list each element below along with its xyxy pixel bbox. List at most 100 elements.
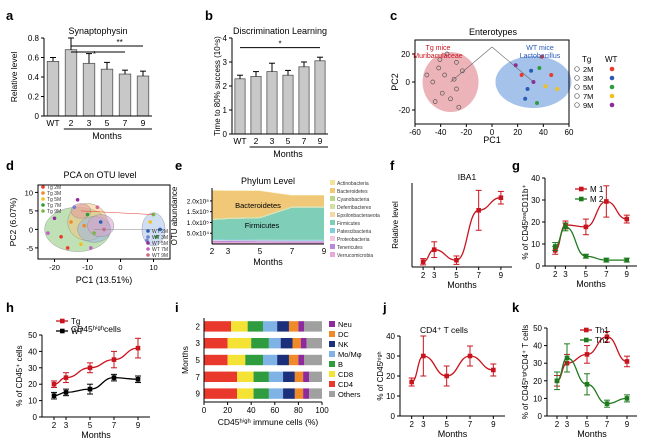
x-tick-label: 20 <box>223 406 232 415</box>
legend-label: Tg <box>71 317 80 326</box>
connector <box>80 210 154 215</box>
legend-label: 7M <box>583 92 593 101</box>
legend-marker <box>41 185 45 189</box>
x-tick-label: 9 <box>136 421 141 430</box>
x-tick-label: 9 <box>499 271 504 280</box>
x-tick-label: 2 <box>69 118 74 128</box>
legend-label: 3M <box>583 74 593 83</box>
y-axis-title: PC2 <box>390 73 400 91</box>
panel-label-j: j <box>382 300 387 315</box>
legend-swatch <box>330 244 335 249</box>
legend-label: Bacteroidetes <box>337 189 368 195</box>
y-tick-label: 20 <box>401 50 410 59</box>
x-tick-label: 5 <box>444 420 449 429</box>
cluster-label-tg-taxon: Muribaculaceae <box>413 53 463 60</box>
bar-segment-cd4 <box>204 388 238 399</box>
data-point <box>467 353 473 359</box>
data-point <box>604 334 610 340</box>
data-point <box>98 220 103 224</box>
x-tick-label: 7 <box>123 118 128 128</box>
area-series-bacteroidetes <box>212 190 324 219</box>
bar <box>136 75 150 117</box>
legend-marker <box>41 191 45 195</box>
bar-segment-neu <box>298 354 305 366</box>
legend-label: CD4 <box>338 380 353 389</box>
data-point <box>431 247 437 252</box>
data-point-tg <box>424 72 430 78</box>
data-point <box>491 367 496 373</box>
bar-segment-b <box>253 371 269 383</box>
x-tick-label: 2 <box>210 247 215 256</box>
legend-swatch <box>329 341 335 347</box>
bar-segment-cd4 <box>204 371 238 383</box>
data-point <box>87 386 93 392</box>
panel-label-e: e <box>175 158 182 173</box>
bar-segment-dc <box>292 337 301 349</box>
x-tick-label: 5 <box>454 271 459 280</box>
data-point-tg <box>439 90 445 96</box>
legend-marker <box>60 318 65 324</box>
y-tick-label: 20 <box>386 372 395 381</box>
chart-title: Synaptophysin <box>68 26 127 36</box>
x-tick-label: 2 <box>52 421 57 430</box>
data-point <box>89 246 93 250</box>
y-tick-label: 20 <box>28 380 37 389</box>
x-tick-label: 2 <box>421 271 426 280</box>
data-point <box>552 244 558 249</box>
legend-label: Mo/Mφ <box>338 350 362 359</box>
y-tick-label: 0 <box>538 412 543 421</box>
x-axis-title: Months <box>577 429 607 439</box>
legend-swatch <box>329 331 335 337</box>
data-point <box>554 378 560 384</box>
x-tick-label: 5 <box>105 118 110 128</box>
data-point <box>135 376 141 382</box>
data-point <box>454 257 459 263</box>
panel-label-b: b <box>205 8 213 23</box>
legend-marker-wt <box>609 93 615 99</box>
legend-swatch <box>329 371 335 377</box>
data-point <box>65 246 70 250</box>
data-point-tg <box>444 51 450 57</box>
chart-title: Discrimination Learning <box>233 26 327 36</box>
data-point <box>87 365 93 371</box>
bar-segment-others <box>306 337 322 349</box>
legend-swatch <box>330 220 335 225</box>
y-axis-title: PC2 (6.07%) <box>8 198 18 247</box>
legend-marker <box>146 235 150 239</box>
x-tick-label: 2 <box>409 420 414 429</box>
y-tick-label: -5 <box>26 244 33 253</box>
legend-marker-tg <box>574 66 580 72</box>
significance-mark: * <box>93 50 96 59</box>
data-point <box>111 357 117 362</box>
legend-label: Others <box>338 390 361 399</box>
bar <box>82 62 96 117</box>
legend-label: Verrucomicrobia <box>337 253 373 259</box>
data-point <box>584 352 590 357</box>
y-tick-label: 30 <box>386 352 395 361</box>
data-point <box>624 216 630 222</box>
legend-swatch <box>330 236 335 241</box>
x-tick-label: -20 <box>49 263 60 272</box>
data-point <box>82 223 86 228</box>
legend-swatch <box>330 204 335 209</box>
legend-label: Epsilonbacteraeota <box>337 213 380 219</box>
x-tick-label: 2 <box>254 136 259 146</box>
y-axis-title: Relative level <box>9 52 19 103</box>
legend-label: WT 7M <box>152 247 168 253</box>
x-tick-label: 3 <box>64 421 69 430</box>
bar-segment-nk <box>277 321 289 332</box>
bar-segment-dc <box>288 354 299 366</box>
x-axis-title: CD45ʰⁱᵍʰ immune cells (%) <box>218 417 319 427</box>
y-tick-label: 40 <box>28 347 37 356</box>
y-tick-label: 3 <box>196 339 201 348</box>
bar-segment-cd8 <box>237 371 254 383</box>
legend-label: NK <box>338 340 348 349</box>
data-point <box>69 220 73 224</box>
y-tick-label: 40 <box>531 174 540 183</box>
legend-marker <box>579 196 584 202</box>
significance-mark: ** <box>116 38 122 47</box>
panel-label-d: d <box>6 158 14 173</box>
x-tick-label: 40 <box>539 128 548 137</box>
legend-swatch <box>330 180 335 185</box>
x-tick-label: 9 <box>318 136 323 146</box>
